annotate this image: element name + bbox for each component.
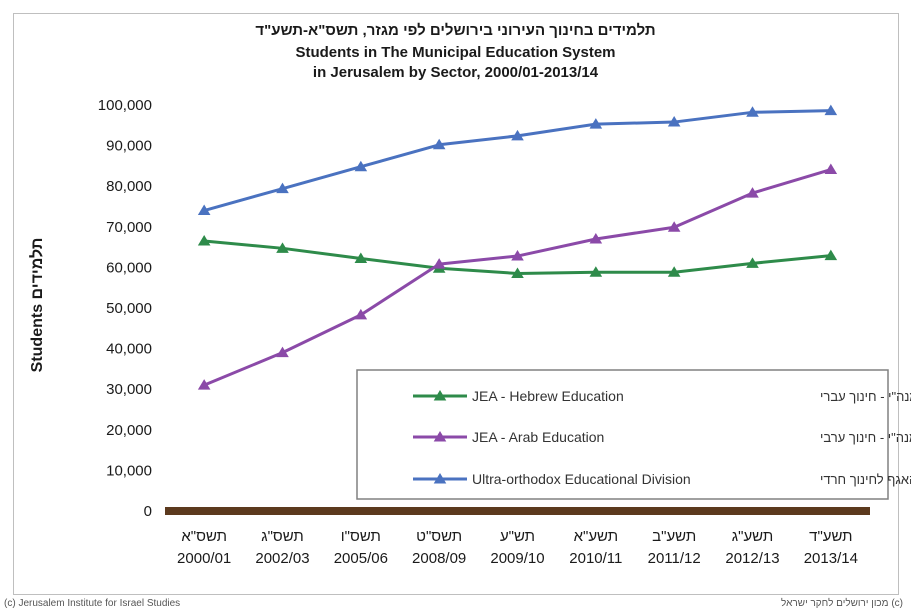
- y-tick-label: 40,000: [106, 341, 152, 358]
- data-point: [824, 104, 838, 116]
- x-tick-label-hebrew: תשס"ג: [261, 528, 304, 545]
- x-tick-label: 2012/13: [725, 550, 779, 567]
- x-tick-label-hebrew: תשס"ו: [341, 528, 381, 545]
- x-tick-label: 2011/12: [648, 550, 701, 567]
- copyright-english: (c) Jerusalem Institute for Israel Studi…: [4, 598, 181, 609]
- x-tick-label-hebrew: תשס"ט: [416, 528, 462, 545]
- data-point: [276, 242, 289, 253]
- legend-label-hebrew: האגף לחינוך חרדי: [820, 472, 911, 487]
- y-tick-label: 30,000: [106, 381, 152, 398]
- legend-label: JEA - Hebrew Education: [472, 388, 624, 404]
- x-tick-label: 2005/06: [334, 550, 388, 567]
- copyright-hebrew: (c) מכון ירושלים לחקר ישראל: [781, 598, 903, 609]
- legend-box: [356, 369, 889, 500]
- data-point: [746, 187, 759, 198]
- y-tick-label: 60,000: [106, 259, 152, 276]
- data-point: [746, 106, 759, 117]
- series-line: [203, 109, 831, 213]
- data-point: [667, 116, 681, 127]
- data-point: [511, 267, 524, 278]
- x-tick-label-hebrew: תשס"א: [181, 528, 227, 545]
- data-point: [667, 266, 681, 277]
- x-tick-label: 2000/01: [177, 550, 231, 567]
- x-tick-label-hebrew: תשע"ב: [652, 528, 696, 545]
- x-tick-label: 2013/14: [804, 550, 858, 567]
- legend-label: JEA - Arab Education: [472, 429, 604, 445]
- data-point: [824, 249, 838, 261]
- y-tick-label: 0: [144, 503, 152, 520]
- chart-frame: [13, 13, 899, 595]
- data-point: [511, 250, 524, 261]
- data-point: [276, 346, 289, 358]
- x-tick-label: 2008/09: [412, 550, 466, 567]
- legend-label-hebrew: מנה"י - חינוך עברי: [820, 389, 911, 404]
- x-tick-label: 2010/11: [569, 550, 622, 567]
- y-tick-label: 20,000: [106, 422, 152, 439]
- data-point: [276, 182, 289, 194]
- y-tick-label: 80,000: [106, 178, 152, 195]
- x-tick-label: 2002/03: [255, 550, 309, 567]
- x-tick-label-hebrew: תש"ע: [500, 528, 535, 545]
- x-axis-baseline: [165, 507, 870, 515]
- y-tick-label: 10,000: [106, 462, 152, 479]
- y-tick-label: 90,000: [106, 138, 152, 155]
- data-point: [589, 118, 603, 129]
- data-point: [354, 160, 368, 172]
- legend-marker: [433, 390, 447, 401]
- data-point: [197, 204, 211, 216]
- data-point: [197, 235, 211, 246]
- data-point: [667, 221, 681, 232]
- data-point: [824, 163, 838, 175]
- data-point: [432, 258, 446, 269]
- chart-title-english-line2: in Jerusalem by Sector, 2000/01-2013/14: [312, 64, 599, 81]
- data-point: [354, 252, 368, 263]
- data-point: [589, 232, 603, 244]
- legend-label-hebrew: מנה"י - חינוך ערבי: [820, 430, 911, 445]
- x-tick-label-hebrew: תשע"ד: [809, 528, 852, 545]
- chart-title-english-line1: Students in The Municipal Education Syst…: [295, 44, 616, 61]
- legend-marker: [433, 473, 447, 484]
- y-tick-label: 100,000: [98, 97, 152, 114]
- x-tick-label-hebrew: תשע"ג: [732, 528, 773, 545]
- x-tick-label: 2009/10: [490, 550, 544, 567]
- legend-label: Ultra-orthodox Educational Division: [472, 471, 691, 487]
- y-tick-label: 70,000: [106, 219, 152, 236]
- chart-title-hebrew: תלמידים בחינוך העירוני בירושלים לפי מגזר…: [255, 22, 656, 39]
- x-tick-label-hebrew: תשע"א: [574, 528, 619, 545]
- data-point: [197, 379, 211, 390]
- data-point: [746, 257, 759, 268]
- legend-marker: [433, 431, 447, 442]
- y-tick-label: 50,000: [106, 300, 152, 317]
- data-point: [589, 266, 603, 277]
- data-point: [432, 138, 446, 150]
- data-point: [354, 308, 368, 320]
- data-point: [511, 129, 524, 141]
